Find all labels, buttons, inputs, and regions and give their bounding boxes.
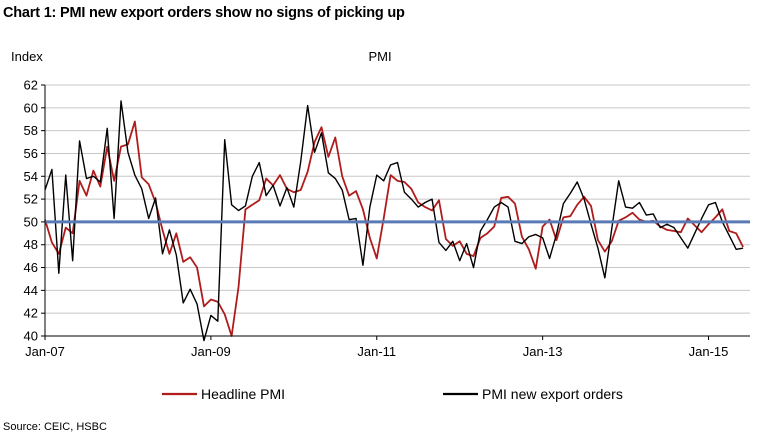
legend-label: PMI new export orders — [482, 386, 623, 402]
series-line-new-export-orders — [44, 100, 744, 342]
y-axis-label: Index — [11, 49, 43, 64]
y-tick-label: 52 — [24, 192, 38, 207]
y-tick-label: 46 — [24, 260, 38, 275]
y-tick-label: 54 — [24, 169, 38, 184]
legend-label: Headline PMI — [201, 386, 285, 402]
source-note: Source: CEIC, HSBC — [3, 421, 107, 433]
chart-title: Chart 1: PMI new export orders show no s… — [3, 5, 405, 21]
axes — [41, 84, 750, 340]
y-tick-label: 56 — [24, 146, 38, 161]
x-tick-label: Jan-09 — [191, 344, 231, 359]
gridlines — [45, 84, 750, 314]
y-tick-label: 42 — [24, 306, 38, 321]
y-tick-labels: 40 42 44 46 48 50 52 54 56 58 60 62 — [24, 78, 38, 344]
x-tick-label: Jan-11 — [357, 344, 396, 359]
y-tick-label: 40 — [24, 329, 38, 344]
y-tick-label: 48 — [24, 237, 38, 252]
x-tick-label: Jan-07 — [25, 344, 65, 359]
legend: Headline PMI PMI new export orders — [162, 386, 623, 402]
series-line-headline-pmi — [44, 120, 744, 337]
y-tick-label: 60 — [24, 100, 38, 115]
x-tick-label: Jan-13 — [523, 344, 563, 359]
x-tick-label: Jan-15 — [689, 344, 729, 359]
y-tick-label: 62 — [24, 78, 38, 93]
plot-title: PMI — [368, 49, 391, 64]
y-tick-label: 58 — [24, 123, 38, 138]
series-lines — [44, 100, 744, 342]
x-tick-labels: Jan-07 Jan-09 Jan-11 Jan-13 Jan-15 — [25, 344, 728, 359]
y-tick-label: 50 — [24, 214, 38, 229]
y-tick-label: 44 — [24, 283, 38, 298]
